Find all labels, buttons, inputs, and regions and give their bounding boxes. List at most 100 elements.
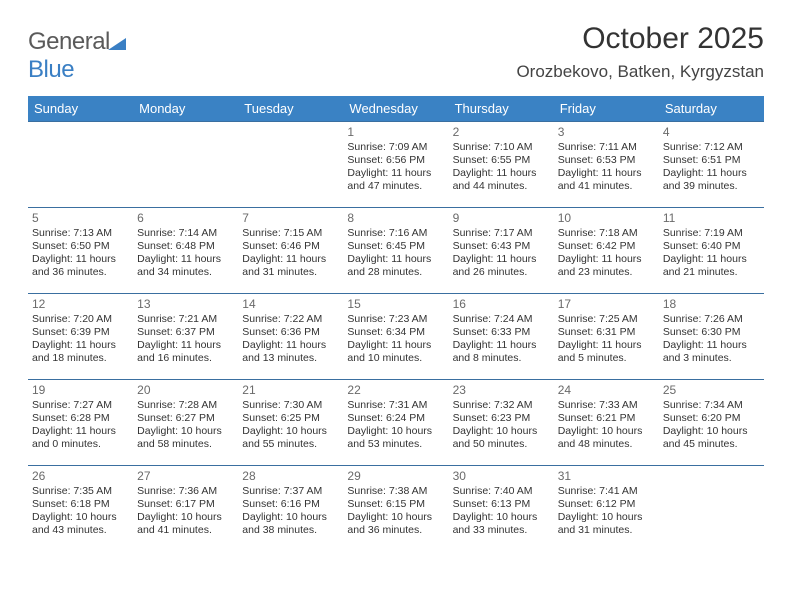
sunrise-line: Sunrise: 7:33 AM	[558, 399, 655, 412]
day-number: 11	[663, 211, 760, 226]
calendar-table: SundayMondayTuesdayWednesdayThursdayFrid…	[28, 96, 764, 552]
day-number: 22	[347, 383, 444, 398]
sunrise-line: Sunrise: 7:24 AM	[453, 313, 550, 326]
sunrise-line: Sunrise: 7:32 AM	[453, 399, 550, 412]
sunrise-line: Sunrise: 7:17 AM	[453, 227, 550, 240]
sunrise-line: Sunrise: 7:15 AM	[242, 227, 339, 240]
daylight-line: Daylight: 10 hours and 55 minutes.	[242, 425, 339, 451]
sunset-line: Sunset: 6:34 PM	[347, 326, 444, 339]
sunrise-line: Sunrise: 7:31 AM	[347, 399, 444, 412]
sunset-line: Sunset: 6:16 PM	[242, 498, 339, 511]
calendar-day-cell: 20Sunrise: 7:28 AMSunset: 6:27 PMDayligh…	[133, 380, 238, 466]
calendar-day-cell: 10Sunrise: 7:18 AMSunset: 6:42 PMDayligh…	[554, 208, 659, 294]
logo-word-2: Blue	[28, 56, 74, 83]
calendar-day-cell: 24Sunrise: 7:33 AMSunset: 6:21 PMDayligh…	[554, 380, 659, 466]
day-number: 19	[32, 383, 129, 398]
sunset-line: Sunset: 6:55 PM	[453, 154, 550, 167]
calendar-day-cell: 26Sunrise: 7:35 AMSunset: 6:18 PMDayligh…	[28, 466, 133, 552]
sunset-line: Sunset: 6:30 PM	[663, 326, 760, 339]
sunrise-line: Sunrise: 7:30 AM	[242, 399, 339, 412]
day-number: 8	[347, 211, 444, 226]
weekday-header: Tuesday	[238, 96, 343, 122]
sunset-line: Sunset: 6:42 PM	[558, 240, 655, 253]
day-number: 20	[137, 383, 234, 398]
sunset-line: Sunset: 6:51 PM	[663, 154, 760, 167]
day-number: 25	[663, 383, 760, 398]
sunset-line: Sunset: 6:37 PM	[137, 326, 234, 339]
sunrise-line: Sunrise: 7:19 AM	[663, 227, 760, 240]
calendar-day-cell: 16Sunrise: 7:24 AMSunset: 6:33 PMDayligh…	[449, 294, 554, 380]
sunset-line: Sunset: 6:50 PM	[32, 240, 129, 253]
calendar-day-cell: 3Sunrise: 7:11 AMSunset: 6:53 PMDaylight…	[554, 122, 659, 208]
calendar-day-cell	[28, 122, 133, 208]
page-title: October 2025	[516, 22, 764, 56]
day-number: 16	[453, 297, 550, 312]
day-number: 7	[242, 211, 339, 226]
sunset-line: Sunset: 6:48 PM	[137, 240, 234, 253]
location-text: Orozbekovo, Batken, Kyrgyzstan	[516, 62, 764, 82]
sunrise-line: Sunrise: 7:09 AM	[347, 141, 444, 154]
weekday-header: Wednesday	[343, 96, 448, 122]
day-number: 27	[137, 469, 234, 484]
daylight-line: Daylight: 11 hours and 47 minutes.	[347, 167, 444, 193]
calendar-week-row: 5Sunrise: 7:13 AMSunset: 6:50 PM Daylight…	[28, 208, 764, 294]
weekday-header: Friday	[554, 96, 659, 122]
sunset-line: Sunset: 6:15 PM	[347, 498, 444, 511]
daylight-line: Daylight: 10 hours and 36 minutes.	[347, 511, 444, 537]
sunrise-line: Sunrise: 7:10 AM	[453, 141, 550, 154]
sunrise-line: Sunrise: 7:25 AM	[558, 313, 655, 326]
sunset-line: Sunset: 6:39 PM	[32, 326, 129, 339]
daylight-line: Daylight: 11 hours and 8 minutes.	[453, 339, 550, 365]
calendar-day-cell: 8Sunrise: 7:16 AMSunset: 6:45 PMDaylight…	[343, 208, 448, 294]
daylight-line: Daylight: 11 hours and 10 minutes.	[347, 339, 444, 365]
sunset-line: Sunset: 6:56 PM	[347, 154, 444, 167]
calendar-day-cell: 29Sunrise: 7:38 AMSunset: 6:15 PMDayligh…	[343, 466, 448, 552]
calendar-header-row: SundayMondayTuesdayWednesdayThursdayFrid…	[28, 96, 764, 122]
sunset-line: Sunset: 6:24 PM	[347, 412, 444, 425]
sunset-line: Sunset: 6:12 PM	[558, 498, 655, 511]
calendar-day-cell: 7Sunrise: 7:15 AMSunset: 6:46 PMDaylight…	[238, 208, 343, 294]
day-number: 2	[453, 125, 550, 140]
weekday-header: Saturday	[659, 96, 764, 122]
day-number: 15	[347, 297, 444, 312]
weekday-header: Sunday	[28, 96, 133, 122]
daylight-line: Daylight: 11 hours and 28 minutes.	[347, 253, 444, 279]
sunset-line: Sunset: 6:43 PM	[453, 240, 550, 253]
sunset-line: Sunset: 6:23 PM	[453, 412, 550, 425]
calendar-day-cell: 17Sunrise: 7:25 AMSunset: 6:31 PMDayligh…	[554, 294, 659, 380]
calendar-day-cell: 5Sunrise: 7:13 AMSunset: 6:50 PMDaylight…	[28, 208, 133, 294]
calendar-day-cell	[238, 122, 343, 208]
daylight-line: Daylight: 11 hours and 26 minutes.	[453, 253, 550, 279]
sunrise-line: Sunrise: 7:13 AM	[32, 227, 129, 240]
day-number: 31	[558, 469, 655, 484]
weekday-header: Thursday	[449, 96, 554, 122]
calendar-day-cell: 28Sunrise: 7:37 AMSunset: 6:16 PMDayligh…	[238, 466, 343, 552]
calendar-day-cell: 21Sunrise: 7:30 AMSunset: 6:25 PMDayligh…	[238, 380, 343, 466]
sunrise-line: Sunrise: 7:28 AM	[137, 399, 234, 412]
calendar-day-cell: 18Sunrise: 7:26 AMSunset: 6:30 PMDayligh…	[659, 294, 764, 380]
sunset-line: Sunset: 6:20 PM	[663, 412, 760, 425]
daylight-line: Daylight: 10 hours and 58 minutes.	[137, 425, 234, 451]
day-number: 5	[32, 211, 129, 226]
daylight-line: Daylight: 11 hours and 31 minutes.	[242, 253, 339, 279]
daylight-line: Daylight: 11 hours and 13 minutes.	[242, 339, 339, 365]
header: General Blue October 2025 Orozbekovo, Ba…	[28, 22, 764, 84]
sunrise-line: Sunrise: 7:38 AM	[347, 485, 444, 498]
day-number: 14	[242, 297, 339, 312]
calendar-week-row: 26Sunrise: 7:35 AMSunset: 6:18 PMDayligh…	[28, 466, 764, 552]
calendar-week-row: 19Sunrise: 7:27 AMSunset: 6:28 PMDayligh…	[28, 380, 764, 466]
calendar-day-cell: 14Sunrise: 7:22 AMSunset: 6:36 PMDayligh…	[238, 294, 343, 380]
sunrise-line: Sunrise: 7:37 AM	[242, 485, 339, 498]
sunrise-line: Sunrise: 7:35 AM	[32, 485, 129, 498]
daylight-line: Daylight: 11 hours and 23 minutes.	[558, 253, 655, 279]
daylight-line: Daylight: 10 hours and 38 minutes.	[242, 511, 339, 537]
day-number: 6	[137, 211, 234, 226]
sunrise-line: Sunrise: 7:27 AM	[32, 399, 129, 412]
day-number: 18	[663, 297, 760, 312]
sunset-line: Sunset: 6:25 PM	[242, 412, 339, 425]
daylight-line: Daylight: 10 hours and 41 minutes.	[137, 511, 234, 537]
day-number: 30	[453, 469, 550, 484]
sunset-line: Sunset: 6:18 PM	[32, 498, 129, 511]
sunset-line: Sunset: 6:21 PM	[558, 412, 655, 425]
day-number: 1	[347, 125, 444, 140]
